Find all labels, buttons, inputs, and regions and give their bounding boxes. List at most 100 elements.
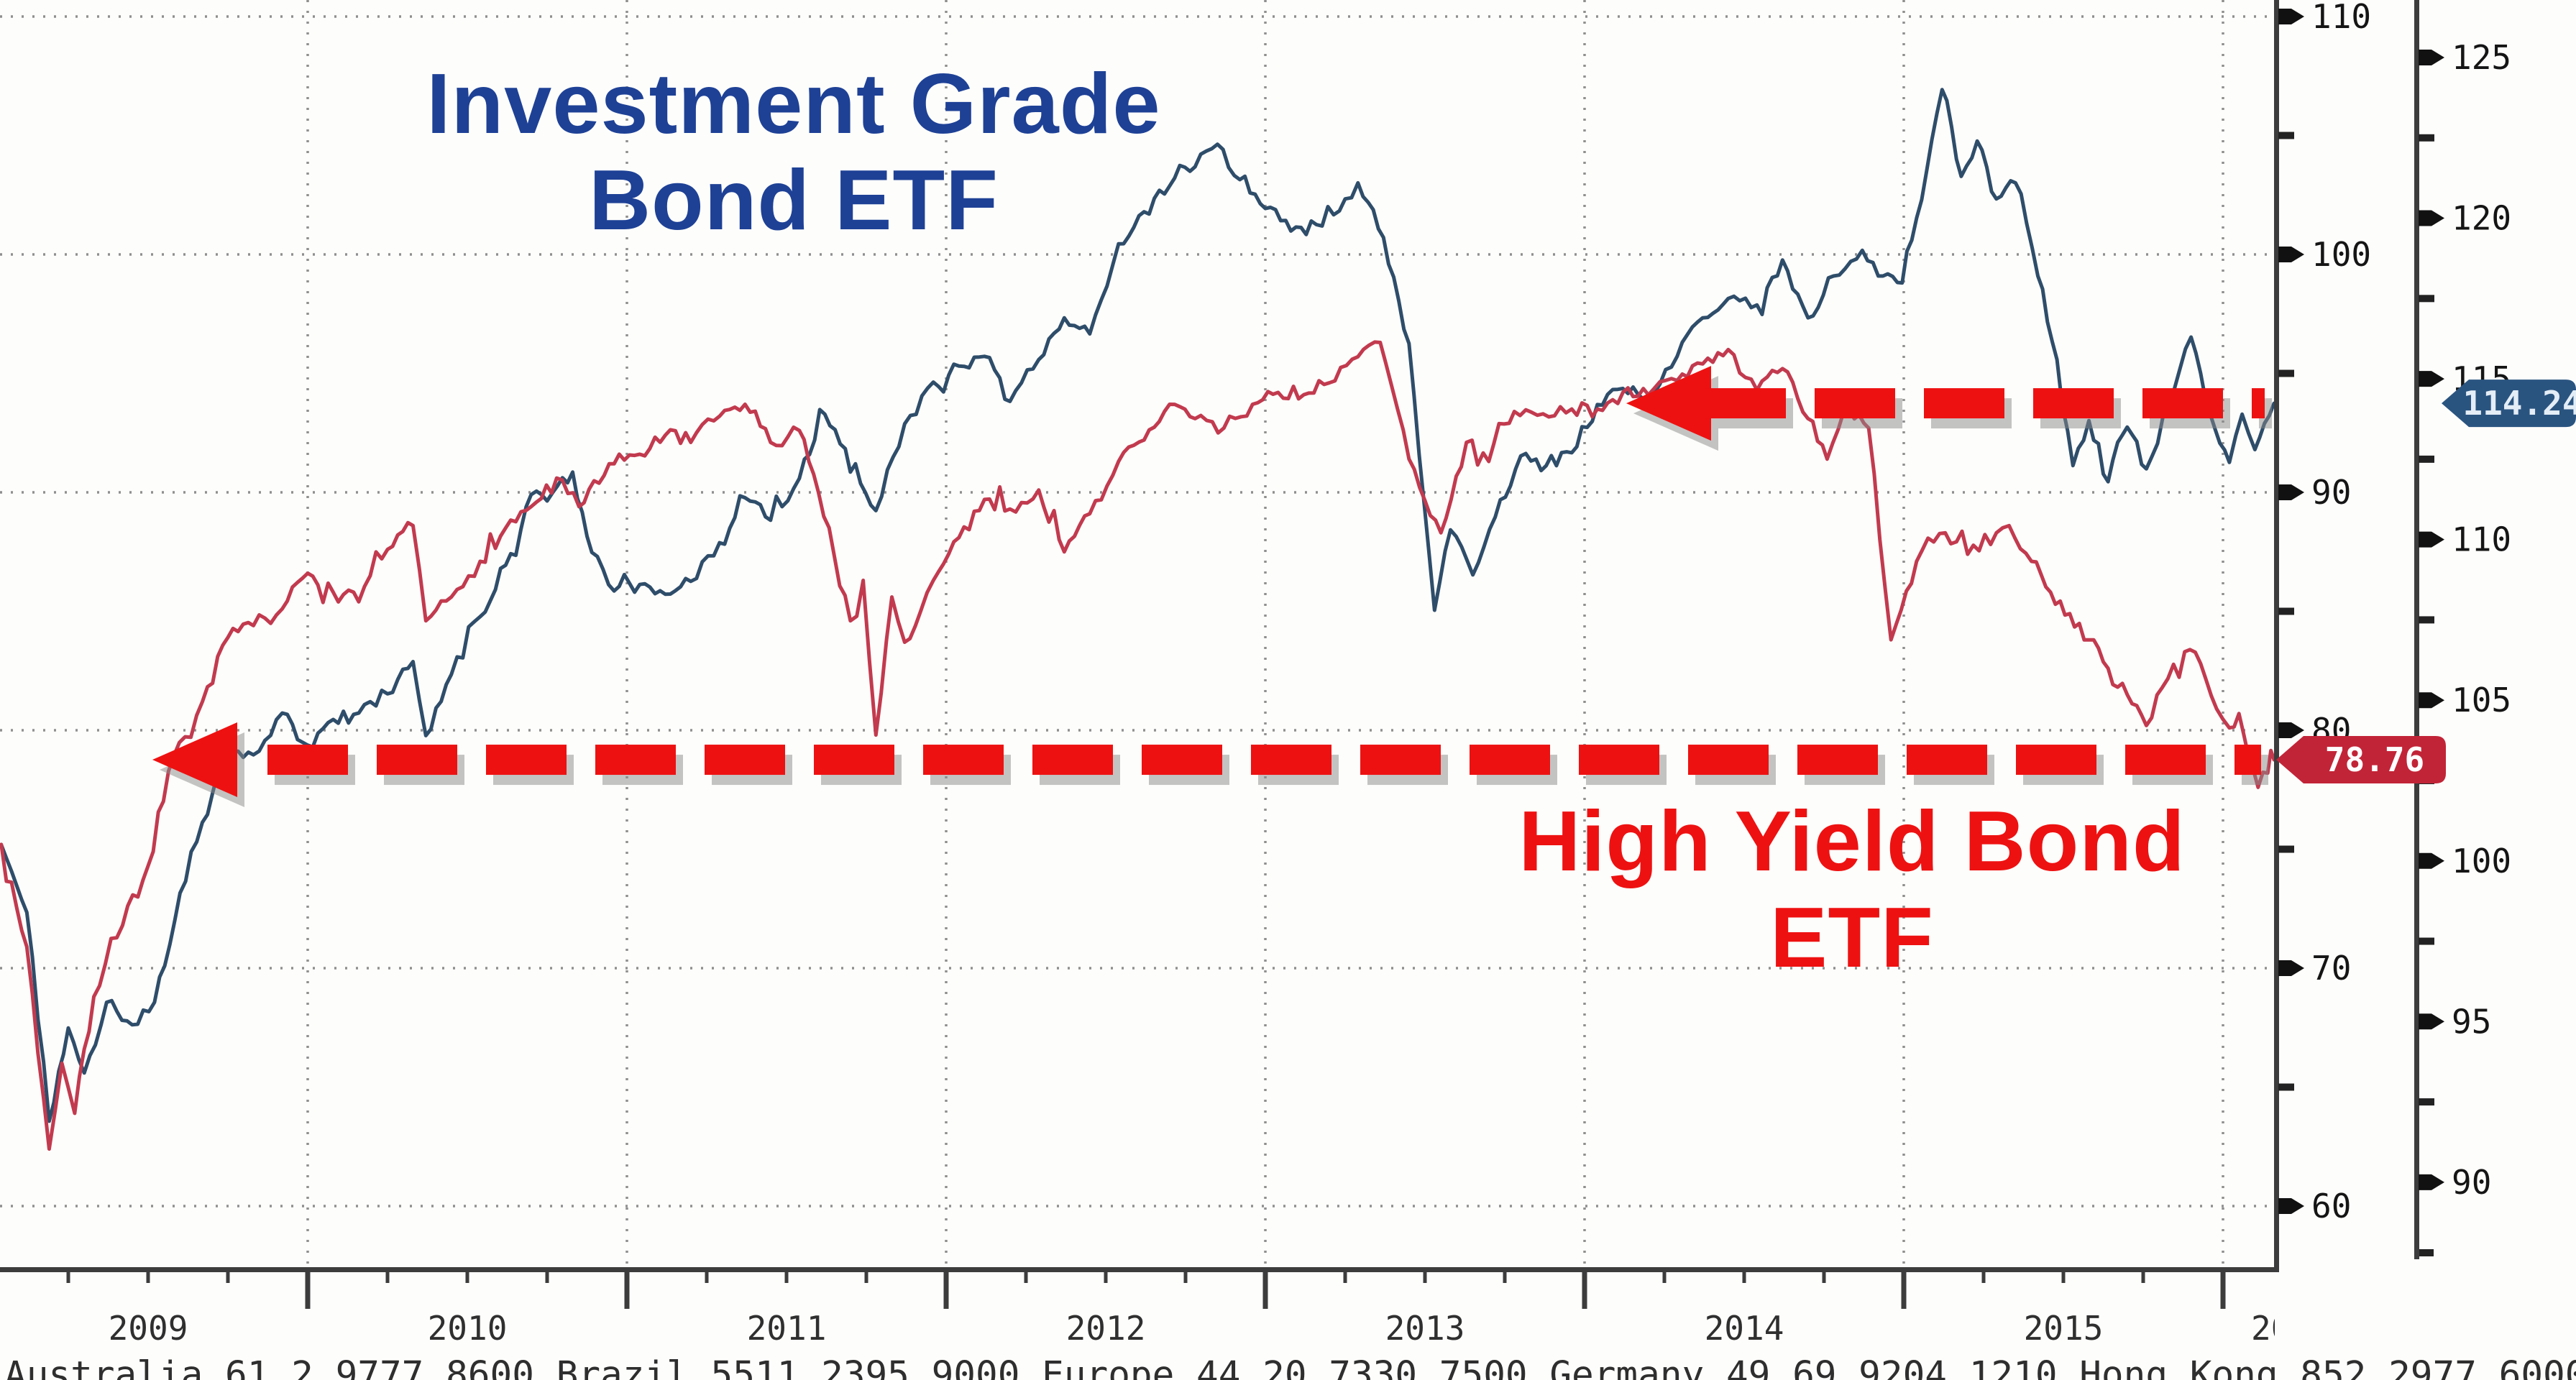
arrow-dash — [1705, 388, 1786, 419]
axis-minor-tick — [2419, 134, 2434, 142]
high-yield-title-line1: High Yield Bond — [1518, 794, 2186, 889]
arrow-dash — [1907, 745, 1987, 776]
x-minor-tick — [1024, 1267, 1028, 1283]
price-badge-shape — [2442, 380, 2576, 428]
high-yield-last-price: 78.76 — [2276, 736, 2446, 784]
arrow-dash — [486, 745, 567, 776]
investment-grade-title: Investment Grade Bond ETF — [426, 56, 1160, 249]
x-minor-tick — [66, 1267, 70, 1283]
x-major-tick — [2220, 1267, 2226, 1309]
x-axis-line — [0, 1267, 2279, 1272]
price-badge-value: 114.24 — [2462, 384, 2576, 423]
year-label: 2012 — [1066, 1309, 1146, 1348]
arrow-dash — [2142, 388, 2223, 419]
price-badge-shape — [2276, 736, 2446, 784]
x-minor-tick — [864, 1267, 868, 1283]
x-axis — [0, 1267, 2279, 1309]
arrow-dash — [923, 745, 1004, 776]
axis-tick-pointer — [2419, 371, 2444, 387]
upper-arrow — [1626, 366, 2272, 451]
high-yield-title: High Yield Bond ETF — [1518, 794, 2185, 987]
lower-arrow — [152, 722, 2268, 808]
axis-minor-tick — [2419, 1098, 2434, 1106]
x-major-tick — [1262, 1267, 1268, 1309]
investment-grade-last-price: 114.24 — [2442, 380, 2576, 428]
x-axis-labels: 2009 2010 2011 2012 2013 2014 2015 2016 — [109, 1309, 2331, 1348]
x-minor-tick — [146, 1267, 150, 1283]
year-label: 2010 — [428, 1309, 508, 1348]
axis-minor-tick — [2419, 295, 2434, 303]
arrow-dash — [377, 745, 457, 776]
axis-tick-pointer — [2278, 247, 2304, 262]
arrow-head — [1626, 366, 1711, 441]
axis-tick-label: 60 — [2311, 1187, 2351, 1225]
x-minor-tick — [465, 1267, 469, 1283]
investment-grade-title-line2: Bond ETF — [589, 152, 999, 249]
year-label: 2014 — [1705, 1309, 1784, 1348]
x-major-tick — [943, 1267, 949, 1309]
arrow-dash — [1470, 745, 1550, 776]
axis-tick-label: 100 — [2452, 842, 2511, 880]
x-minor-tick — [1662, 1267, 1667, 1283]
x-minor-tick — [2061, 1267, 2066, 1283]
arrow-dash — [1579, 745, 1659, 776]
x-major-tick — [624, 1267, 630, 1309]
x-minor-tick — [1423, 1267, 1427, 1283]
axis-minor-tick — [2278, 845, 2294, 853]
arrow-dash — [2125, 745, 2206, 776]
axis-tick-pointer — [2419, 1174, 2444, 1190]
axis-minor-tick — [2419, 455, 2434, 463]
arrow-dash — [2234, 745, 2261, 776]
arrow-dash — [1142, 745, 1222, 776]
arrow-dash — [1797, 745, 1878, 776]
axis-tick-pointer — [2278, 9, 2304, 24]
axis-minor-tick — [2278, 369, 2294, 377]
x-minor-tick — [705, 1267, 709, 1283]
axis-tick-pointer — [2419, 531, 2444, 548]
inner-axis-line — [2274, 0, 2279, 1267]
outer-axis-line — [2414, 0, 2419, 1259]
gridlines — [0, 0, 2274, 1267]
axis-tick-label: 100 — [2311, 235, 2371, 274]
axis-tick-label: 90 — [2452, 1163, 2491, 1202]
investment-grade-line — [0, 88, 2274, 1123]
axis-minor-tick — [2419, 616, 2434, 624]
x-minor-tick — [1742, 1267, 1746, 1283]
year-label: 2015 — [2024, 1309, 2104, 1348]
arrow-dash — [1032, 745, 1113, 776]
x-minor-tick — [784, 1267, 789, 1283]
x-minor-tick — [226, 1267, 230, 1283]
year-label: 2009 — [109, 1309, 188, 1348]
x-minor-tick — [1822, 1267, 1826, 1283]
investment-grade-title-line1: Investment Grade — [426, 56, 1161, 152]
year-label-partial: 2016 — [2251, 1309, 2331, 1348]
x-minor-tick — [1981, 1267, 1986, 1283]
arrow-dash — [2033, 388, 2114, 419]
axis-tick-pointer — [2419, 50, 2444, 65]
bloomberg-footer-text: Australia 61 2 9777 8600 Brazil 5511 239… — [4, 1354, 2576, 1380]
axis-tick-pointer — [2419, 852, 2444, 869]
arrow-dash — [814, 745, 894, 776]
axis-tick-label: 90 — [2311, 473, 2351, 512]
arrow-head — [152, 722, 237, 798]
axis-tick-pointer — [2278, 722, 2304, 738]
x-minor-tick — [545, 1267, 549, 1283]
year-label: 2013 — [1385, 1309, 1465, 1348]
high-yield-line — [0, 340, 2274, 1151]
axis-tick-pointer — [2419, 1013, 2444, 1030]
x-major-tick — [1901, 1267, 1907, 1309]
arrow-dash — [1815, 388, 1895, 419]
arrow-dash — [595, 745, 676, 776]
axis-minor-tick — [2419, 937, 2434, 945]
x-major-tick — [1582, 1267, 1587, 1309]
axis-tick-pointer — [2278, 960, 2304, 976]
arrow-dash — [267, 745, 348, 776]
axis-tick-label: 125 — [2452, 38, 2511, 77]
axis-minor-tick — [2278, 132, 2294, 139]
axis-minor-tick — [2278, 1083, 2294, 1091]
x-major-tick — [305, 1267, 311, 1309]
x-minor-tick — [1183, 1267, 1188, 1283]
